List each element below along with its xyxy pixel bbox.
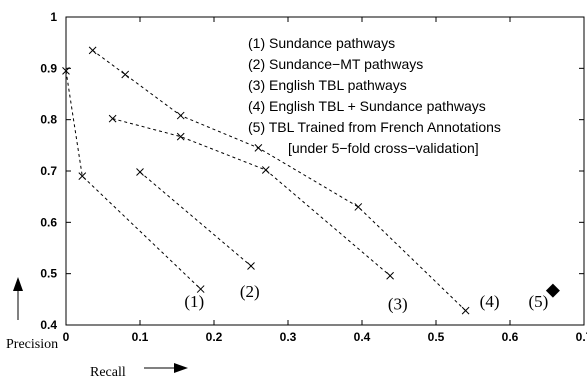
x-marker-stroke xyxy=(121,70,130,79)
x-tick-label: 0.7 xyxy=(576,330,587,344)
x-marker-stroke xyxy=(261,166,270,174)
x-marker-stroke xyxy=(254,144,263,152)
series-3-point xyxy=(108,114,117,123)
x-marker-stroke xyxy=(62,67,70,75)
series-4-point xyxy=(254,144,263,152)
ylabel-arrow-head xyxy=(13,277,23,291)
x-tick-label: 0.6 xyxy=(502,330,519,344)
series-annotations: (1) (2) (3) (4) (5) xyxy=(184,282,548,314)
series-2-point xyxy=(136,168,144,176)
legend-entry-5: (5) TBL Trained from French Annotations xyxy=(248,119,501,135)
series-label-1: (1) xyxy=(184,292,204,311)
series-label-4: (4) xyxy=(480,292,500,311)
y-tick-label: 0.6 xyxy=(40,215,57,229)
x-tick-label: 0.2 xyxy=(206,330,223,344)
y-tick-label: 0.4 xyxy=(40,318,57,332)
axis-ticks: 0 0.1 0.2 0.3 0.4 0.5 0.6 0.7 0.4 0.5 0.6 0.7 0.8 0.9… xyxy=(40,10,587,344)
legend: (1) Sundance pathways (2) Sundance−MT pat… xyxy=(248,35,501,156)
x-tick-label: 0.4 xyxy=(354,330,371,344)
x-marker-stroke xyxy=(354,203,363,211)
y-tick-label: 0.5 xyxy=(40,267,57,281)
y-tick-label: 0.9 xyxy=(40,61,57,75)
legend-entry-1: (1) Sundance pathways xyxy=(248,35,395,51)
series-line-4 xyxy=(92,49,466,311)
series-markers xyxy=(62,46,560,315)
series-line-3 xyxy=(112,118,391,277)
x-tick-label: 0.5 xyxy=(428,330,445,344)
x-marker-stroke xyxy=(461,306,470,315)
x-tick-label: 0.3 xyxy=(280,330,297,344)
series-lines xyxy=(65,49,466,311)
series-4-point xyxy=(121,70,130,79)
axis-titles: Precision Recall xyxy=(6,277,188,377)
x-marker-stroke xyxy=(176,132,185,141)
series-4-point xyxy=(354,203,363,211)
series-4-point xyxy=(88,46,97,55)
series-3-point xyxy=(386,271,394,280)
series-label-2: (2) xyxy=(240,282,260,301)
x-tick-label: 0.1 xyxy=(132,330,149,344)
y-tick-label: 0.8 xyxy=(40,113,57,127)
legend-entry-4: (4) English TBL + Sundance pathways xyxy=(248,98,486,114)
series-2-point xyxy=(247,262,255,270)
series-4-point xyxy=(461,306,470,315)
series-5-point xyxy=(545,283,560,298)
series-1-point xyxy=(78,172,87,180)
series-label-3: (3) xyxy=(388,295,408,314)
x-marker-stroke xyxy=(176,111,185,120)
x-marker-stroke xyxy=(108,114,117,123)
legend-entry-2: (2) Sundance−MT pathways xyxy=(248,56,423,72)
series-1-point xyxy=(196,285,205,293)
legend-entry-6: [under 5−fold cross−validation] xyxy=(288,140,479,156)
series-label-5: (5) xyxy=(529,292,549,311)
y-tick-label: 1 xyxy=(50,10,57,24)
xlabel-arrow-head xyxy=(174,363,188,373)
x-marker-stroke xyxy=(196,285,205,293)
series-line-2 xyxy=(139,171,252,267)
y-tick-label: 0.7 xyxy=(40,164,57,178)
series-1-point xyxy=(62,67,70,75)
x-marker-stroke xyxy=(247,262,255,270)
x-tick-label: 0 xyxy=(63,330,70,344)
xlabel: Recall xyxy=(90,365,126,377)
ylabel: Precision xyxy=(6,337,58,352)
x-marker-stroke xyxy=(136,168,144,176)
series-3-point xyxy=(176,132,185,141)
x-marker-stroke xyxy=(78,172,87,180)
series-4-point xyxy=(176,111,185,120)
x-marker-stroke xyxy=(386,271,394,280)
series-line-1 xyxy=(65,70,202,290)
legend-entry-3: (3) English TBL pathways xyxy=(248,77,407,93)
x-marker-stroke xyxy=(88,46,97,55)
series-3-point xyxy=(261,166,270,174)
